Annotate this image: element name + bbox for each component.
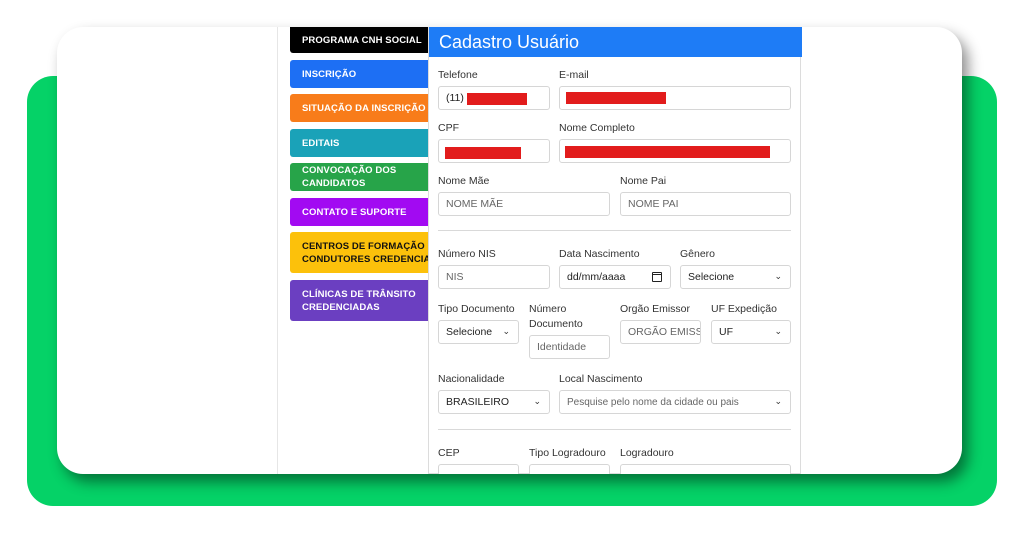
logradouro-input[interactable]: [620, 464, 791, 474]
tipo-documento-label: Tipo Documento: [438, 303, 515, 315]
orgao-emissor-input[interactable]: ORGÃO EMISSOR: [620, 320, 701, 344]
redaction-bar: [467, 93, 527, 105]
genero-label: Gênero: [680, 248, 716, 260]
uf-value: UF: [719, 326, 733, 338]
chevron-down-icon: ⌄: [774, 396, 782, 406]
local-nascimento-label: Local Nascimento: [559, 373, 643, 385]
tipo-logradouro-input[interactable]: [529, 464, 610, 474]
chevron-down-icon: ⌄: [502, 326, 510, 336]
data-nascimento-label: Data Nascimento: [559, 248, 640, 260]
cpf-input[interactable]: [438, 139, 550, 163]
data-nascimento-value: dd/mm/aaaa: [567, 271, 626, 283]
nacionalidade-value: BRASILEIRO: [446, 396, 510, 408]
logradouro-label: Logradouro: [620, 447, 674, 459]
numero-documento-label-2: Documento: [529, 318, 583, 330]
nis-placeholder: NIS: [446, 271, 464, 283]
redaction-bar: [565, 146, 770, 158]
genero-value: Selecione: [688, 271, 735, 283]
form-clip: Cadastro Usuário Telefone E-mail (11) CP…: [57, 27, 962, 474]
uf-expedicao-select[interactable]: UF ⌄: [711, 320, 791, 344]
sidebar-divider: [277, 27, 278, 474]
nome-completo-input[interactable]: [559, 139, 791, 163]
section-divider: [438, 429, 791, 430]
cadastro-panel: Cadastro Usuário Telefone E-mail (11) CP…: [428, 27, 802, 474]
chevron-down-icon: ⌄: [774, 326, 782, 336]
tipo-documento-value: Selecione: [446, 326, 493, 338]
genero-select[interactable]: Selecione ⌄: [680, 265, 791, 289]
calendar-icon[interactable]: [652, 272, 662, 282]
identidade-placeholder: Identidade: [537, 341, 587, 353]
chevron-down-icon: ⌄: [774, 271, 782, 281]
nacionalidade-label: Nacionalidade: [438, 373, 505, 385]
cpf-label: CPF: [438, 122, 459, 134]
email-label: E-mail: [559, 69, 589, 81]
nacionalidade-select[interactable]: BRASILEIRO ⌄: [438, 390, 550, 414]
numero-nis-label: Número NIS: [438, 248, 496, 260]
identidade-input[interactable]: Identidade: [529, 335, 610, 359]
telefone-value: (11): [446, 92, 464, 104]
numero-documento-label-1: Número: [529, 303, 567, 315]
nome-pai-input[interactable]: NOME PAI: [620, 192, 791, 216]
uf-expedicao-label: UF Expedição: [711, 303, 777, 315]
data-nascimento-input[interactable]: dd/mm/aaaa: [559, 265, 671, 289]
nome-mae-input[interactable]: NOME MÃE: [438, 192, 610, 216]
nis-input[interactable]: NIS: [438, 265, 550, 289]
panel-title: Cadastro Usuário: [429, 27, 802, 57]
telefone-input[interactable]: (11): [438, 86, 550, 110]
local-nascimento-placeholder: Pesquise pelo nome da cidade ou pais: [567, 396, 739, 408]
nome-pai-label: Nome Pai: [620, 175, 667, 187]
email-input[interactable]: [559, 86, 791, 110]
cep-label: CEP: [438, 447, 460, 459]
redaction-bar: [566, 92, 666, 104]
nome-completo-label: Nome Completo: [559, 122, 635, 134]
local-nascimento-select[interactable]: Pesquise pelo nome da cidade ou pais ⌄: [559, 390, 791, 414]
telefone-label: Telefone: [438, 69, 478, 81]
nome-mae-label: Nome Mãe: [438, 175, 490, 187]
section-divider: [438, 230, 791, 231]
tipo-documento-select[interactable]: Selecione ⌄: [438, 320, 519, 344]
tipo-logradouro-label: Tipo Logradouro: [529, 447, 606, 459]
chevron-down-icon: ⌄: [533, 396, 541, 406]
orgao-emissor-label: Orgão Emissor: [620, 303, 691, 315]
redaction-bar: [445, 147, 521, 159]
nome-mae-placeholder: NOME MÃE: [446, 198, 504, 210]
orgao-emissor-placeholder: ORGÃO EMISSOR: [628, 326, 700, 338]
cep-input[interactable]: [438, 464, 519, 474]
nome-pai-placeholder: NOME PAI: [628, 198, 679, 210]
